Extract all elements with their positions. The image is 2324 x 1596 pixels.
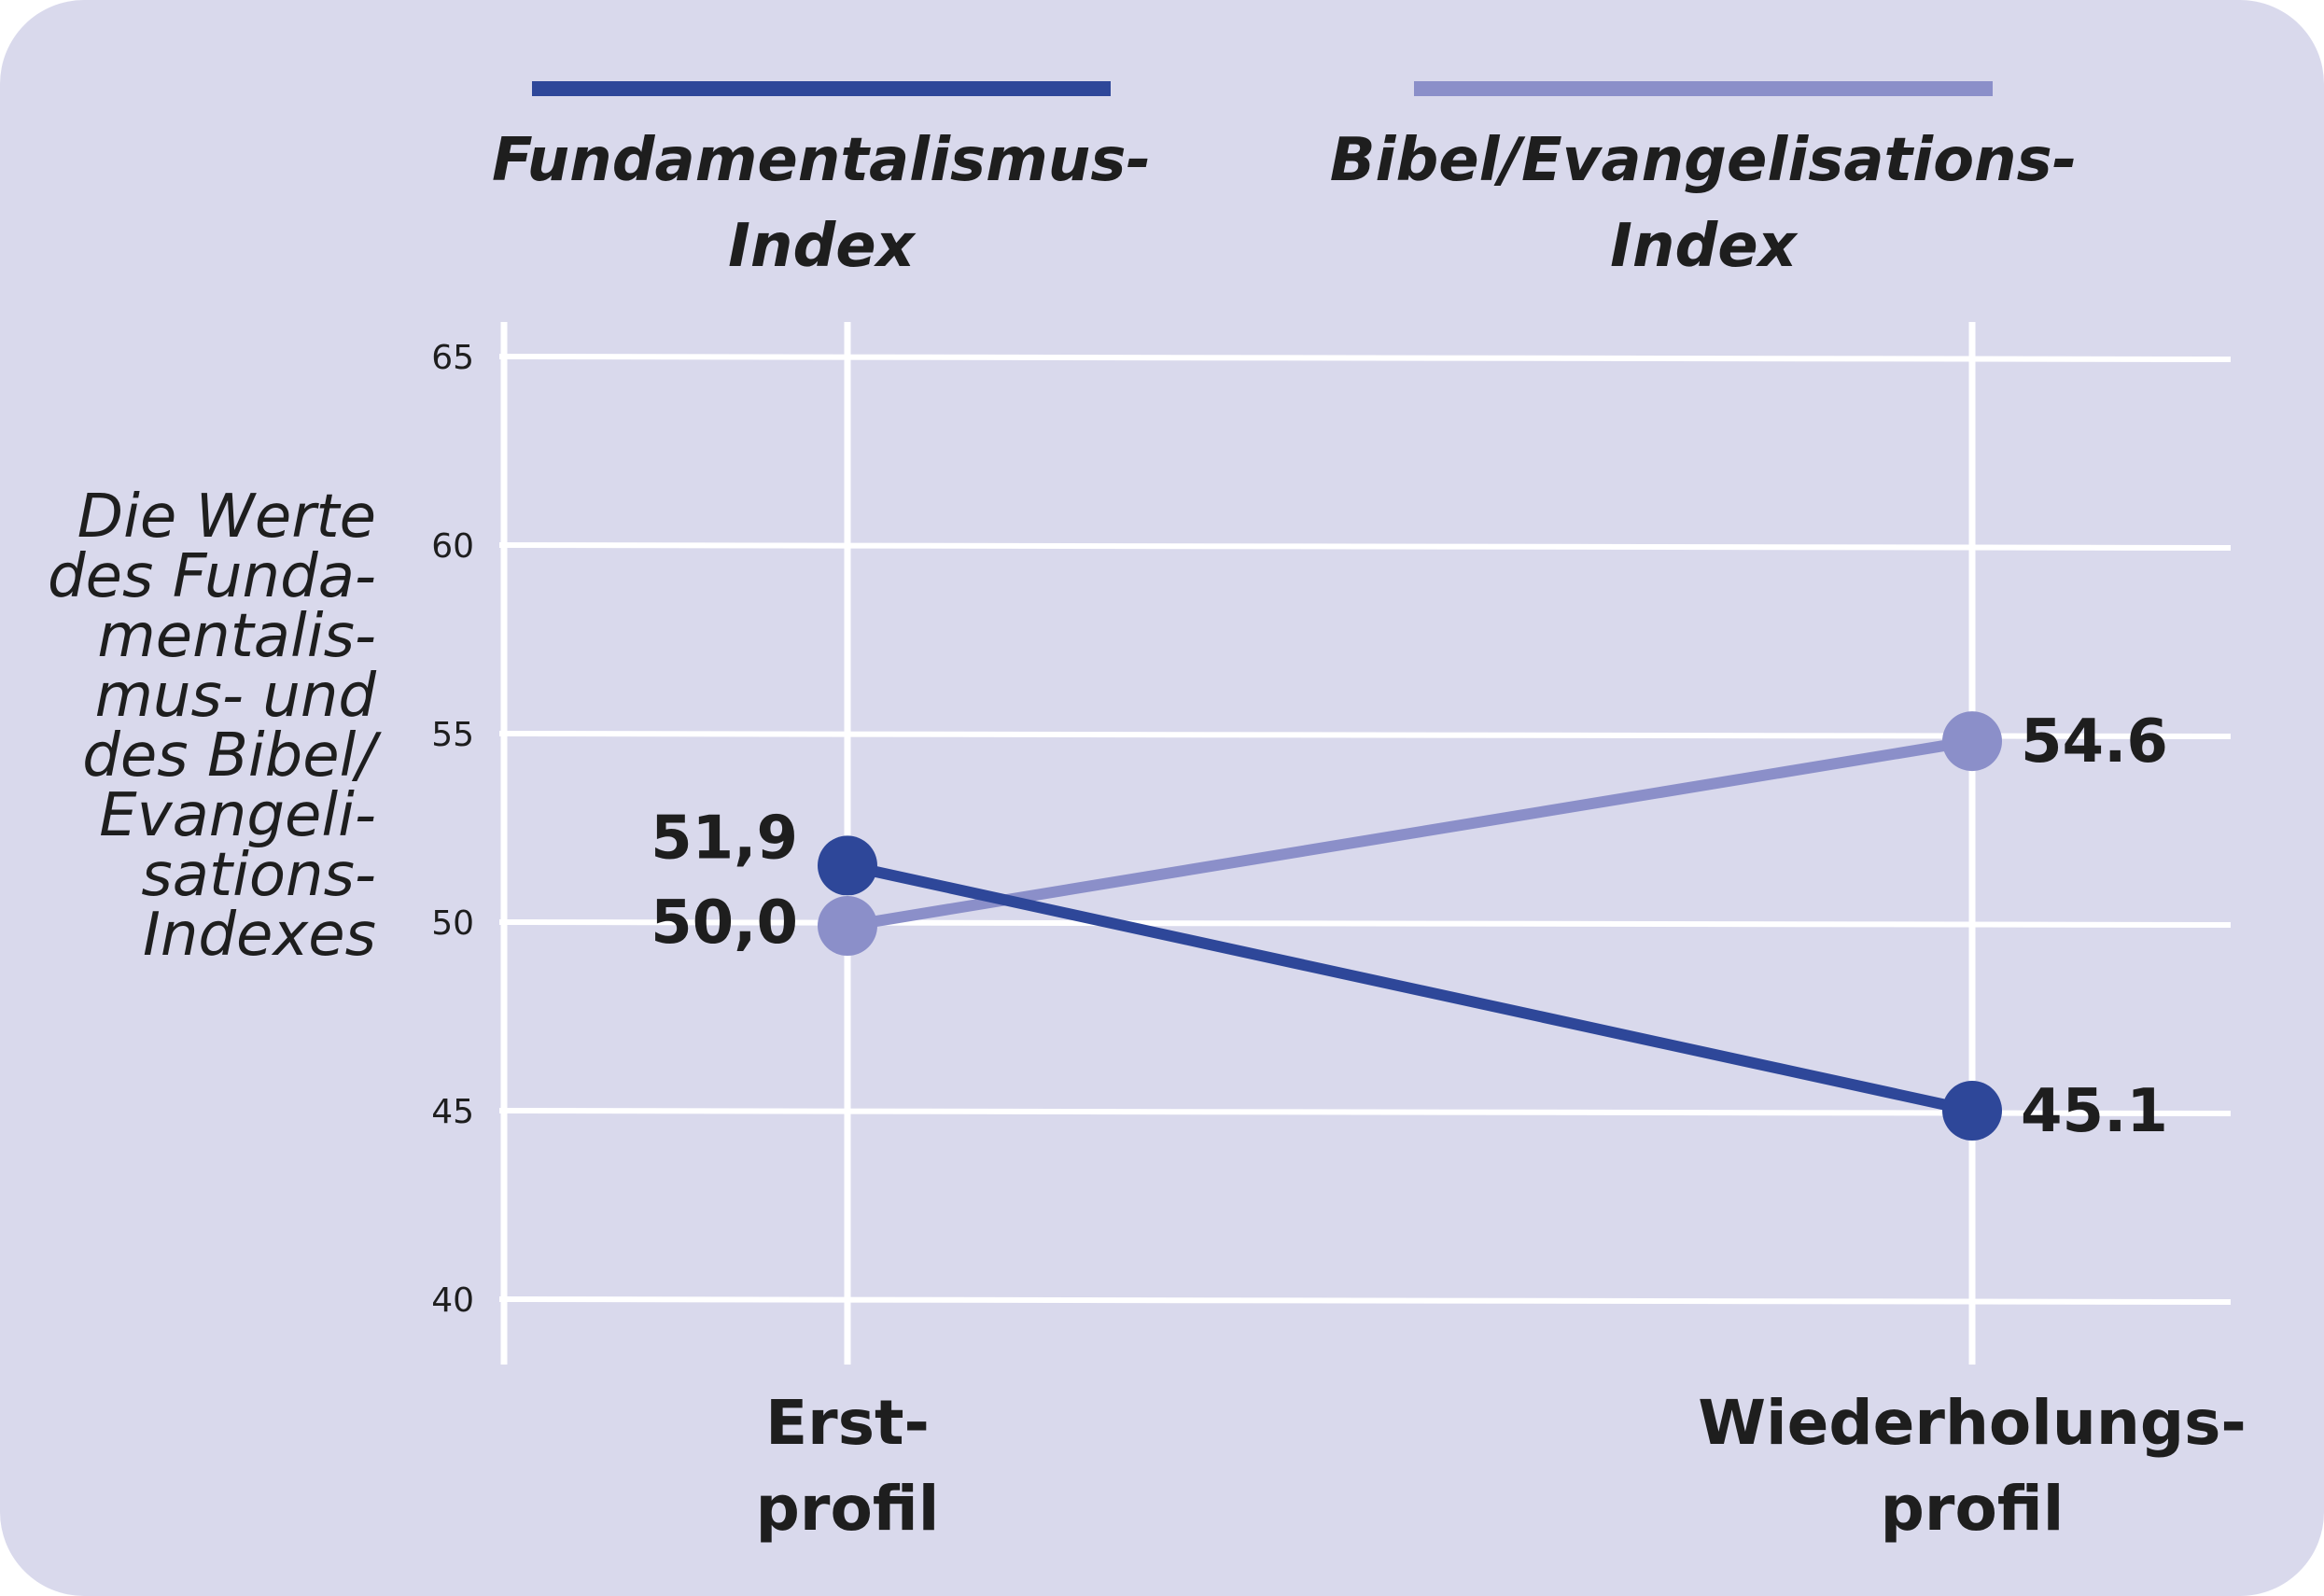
x-category-label-line: profil: [756, 1473, 940, 1545]
y-axis-label-line: Indexes: [143, 901, 376, 970]
y-axis-label-line: des Funda-: [48, 542, 376, 611]
legend-label-line: Fundamentalismus-: [492, 126, 1151, 195]
x-category-label-line: Wiederholungs-: [1698, 1387, 2247, 1459]
x-category-label-line: Erst-: [765, 1387, 930, 1459]
y-tick-label: 50: [431, 904, 474, 943]
y-tick-label: 40: [431, 1281, 474, 1320]
y-tick-label: 45: [431, 1093, 474, 1131]
y-axis-label-line: des Bibel/: [82, 721, 382, 791]
gridline-y: [498, 1296, 2232, 1305]
y-axis-label-line: mus- und: [95, 662, 377, 731]
gridline-y: [498, 354, 2232, 362]
y-tick-label: 55: [431, 716, 474, 754]
gridline-y: [498, 1108, 2232, 1116]
data-label: 50,0: [651, 889, 798, 958]
y-axis-label-line: mentalis-: [97, 602, 376, 671]
legend-label-line: Bibel/Evangelisations-: [1330, 126, 2078, 195]
y-axis-label-line: Die Werte: [77, 483, 376, 552]
data-label: 45.1: [2021, 1077, 2168, 1146]
data-point: [818, 835, 877, 896]
gridline-y: [498, 542, 2232, 551]
y-axis-label-line: Evangeli-: [99, 781, 376, 850]
y-tick-label: 65: [431, 339, 474, 377]
data-point: [818, 896, 877, 957]
gridline-y: [498, 731, 2232, 739]
x-category-label-line: profil: [1881, 1473, 2065, 1545]
y-tick-label: 60: [431, 527, 474, 566]
y-axis-label-line: sations-: [141, 841, 376, 910]
data-label: 54.6: [2021, 707, 2168, 777]
series-line: [842, 735, 1978, 932]
legend-label-line: Index: [728, 212, 917, 281]
gridline-y: [498, 919, 2232, 928]
series-line: [842, 860, 1978, 1116]
data-point: [1942, 1081, 2002, 1141]
data-point: [1942, 711, 2002, 772]
data-label: 51,9: [651, 804, 798, 873]
legend-label-line: Index: [1610, 212, 1799, 281]
